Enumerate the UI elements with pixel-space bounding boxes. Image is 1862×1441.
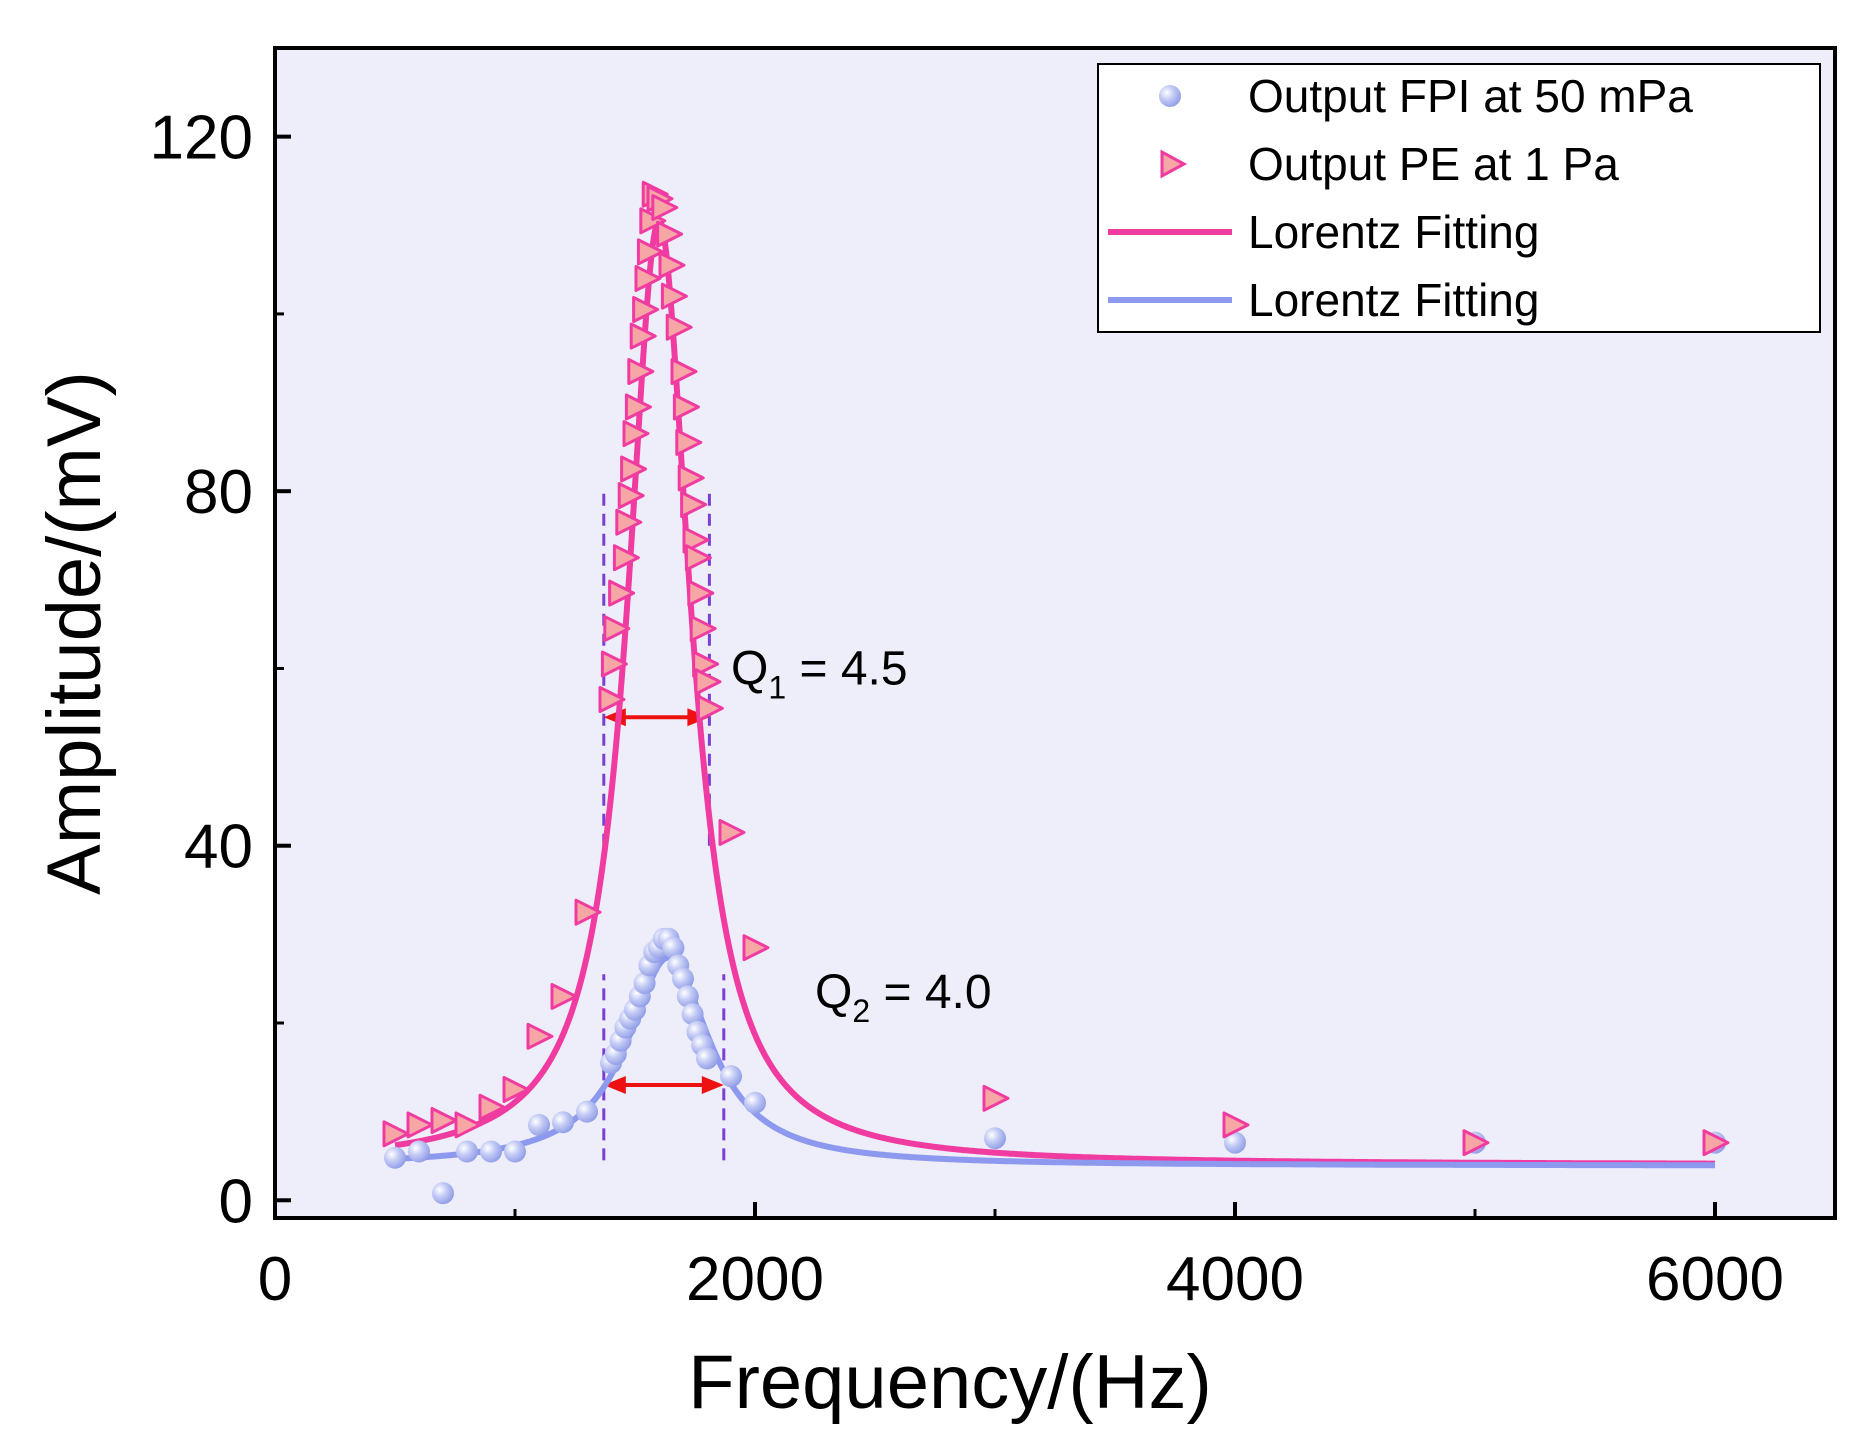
pe-data-point	[612, 544, 640, 572]
fpi-data-point	[744, 1091, 766, 1114]
pe-data-point	[660, 282, 688, 310]
pe-data-point	[982, 1084, 1010, 1112]
pe-data-point	[608, 579, 636, 607]
fpi-data-point	[504, 1140, 526, 1163]
pe-data-point	[627, 358, 655, 386]
pe-data-point	[632, 295, 660, 323]
plot-frame	[273, 46, 1837, 1220]
pe-data-point	[684, 544, 712, 572]
pe-data-point	[600, 650, 628, 678]
x-axis-title: Frequency/(Hz)	[688, 1340, 1212, 1425]
fpi-data-point	[576, 1100, 598, 1123]
fpi-data-point	[720, 1065, 742, 1088]
fpi-data-point	[681, 1003, 704, 1026]
fpi-data-point	[480, 1140, 502, 1163]
pe-data-point	[689, 615, 717, 643]
legend-box	[1097, 63, 1821, 333]
pe-data-point	[634, 264, 662, 292]
pe-data-point	[742, 934, 770, 962]
pe-data-point	[617, 482, 645, 510]
y-tick-label: 40	[184, 813, 253, 882]
y-tick-label: 0	[219, 1167, 253, 1236]
pe-data-point	[598, 685, 626, 713]
pe-data-point	[430, 1107, 458, 1134]
pe-data-point	[1222, 1111, 1250, 1139]
x-tick-label: 4000	[1166, 1245, 1304, 1314]
pe-data-point	[718, 818, 746, 846]
pe-data-point	[624, 393, 652, 421]
fpi-data-point	[984, 1127, 1006, 1150]
legend-label-fpi: Output FPI at 50 mPa	[1248, 70, 1693, 122]
fpi-data-point	[552, 1111, 574, 1134]
legend-marker-fpi	[1159, 85, 1181, 107]
fpi-data-point	[384, 1146, 406, 1169]
fpi-data-point	[432, 1182, 454, 1205]
pe-data-point	[502, 1075, 530, 1103]
fpi-data-point	[456, 1140, 478, 1163]
pe-data-point	[550, 982, 578, 1010]
pe-data-point	[636, 238, 664, 266]
legend-label-pe: Output PE at 1 Pa	[1248, 138, 1619, 190]
pe-data-point	[651, 194, 679, 222]
fpi-data-point	[528, 1113, 550, 1136]
fpi-data-point	[633, 972, 656, 995]
pe-data-point	[694, 668, 722, 696]
legend-label-pe-fit: Lorentz Fitting	[1248, 206, 1539, 258]
pe-data-point	[574, 898, 602, 926]
q-factor-label-2: Q2 = 4.0	[815, 966, 992, 1029]
pe-data-point	[1702, 1129, 1730, 1157]
pe-data-point	[672, 393, 700, 421]
pe-data-point	[656, 220, 684, 248]
pe-data-point	[629, 322, 657, 350]
pe-data-point	[620, 455, 648, 483]
fpi-data-point	[672, 967, 694, 990]
pe-data-point	[382, 1120, 410, 1148]
pe-data-point	[670, 358, 698, 386]
fpi-data-point	[1224, 1131, 1246, 1154]
axis-ticks: 0 2000 4000 6000 0 40 80 120	[150, 104, 1784, 1314]
x-tick-label: 2000	[686, 1245, 824, 1314]
q-factor-label-1: Q1 = 4.5	[731, 642, 908, 705]
pe-data-point	[680, 490, 708, 518]
fpi-data-point	[696, 1047, 718, 1070]
legend: Output FPI at 50 mPa Output PE at 1 Pa L…	[1097, 63, 1821, 333]
legend-label-fpi-fit: Lorentz Fitting	[1248, 274, 1539, 326]
q-factor-annotations: Q1 = 4.5 Q2 = 4.0	[731, 642, 992, 1029]
y-tick-label: 120	[150, 104, 253, 173]
pe-data-point	[658, 251, 686, 279]
pe-data-point	[665, 313, 693, 341]
pe-data-point	[675, 428, 703, 456]
fwhm-arrow-head-right	[701, 1076, 724, 1095]
pe-data-point	[696, 694, 724, 722]
legend-marker-pe	[1160, 149, 1188, 179]
pe-data-point	[615, 508, 643, 536]
pe-data-point	[454, 1111, 482, 1139]
x-tick-label: 0	[258, 1245, 292, 1314]
fpi-data-point	[408, 1140, 430, 1163]
fpi-data-point	[676, 985, 699, 1008]
pe-data-point	[406, 1111, 434, 1139]
data-points	[382, 180, 1730, 1205]
x-tick-label: 6000	[1646, 1245, 1784, 1314]
y-tick-label: 80	[184, 458, 253, 527]
pe-data-point	[687, 579, 715, 607]
fwhm-arrow-head-left	[603, 1076, 626, 1095]
fpi-data-point	[662, 936, 685, 959]
pe-data-point	[677, 464, 705, 492]
pe-data-point	[1462, 1129, 1490, 1157]
pe-data-point	[603, 615, 631, 643]
pe-data-point	[478, 1093, 506, 1121]
pe-data-point	[622, 420, 650, 448]
y-axis-title: Amplitude/(mV)	[32, 371, 117, 895]
pe-data-point	[526, 1022, 554, 1050]
